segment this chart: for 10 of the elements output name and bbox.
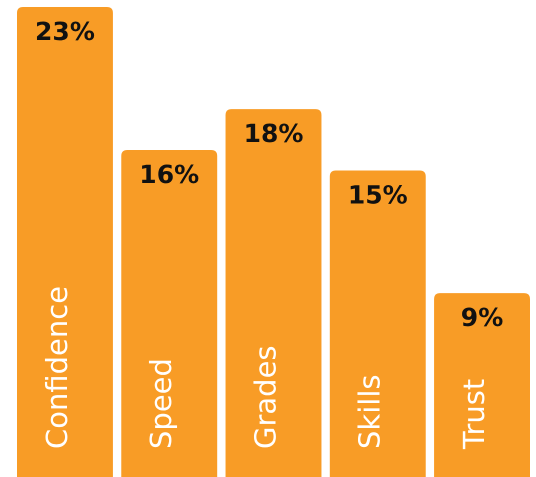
data-label: 23% — [35, 17, 95, 46]
data-label: 15% — [348, 180, 408, 210]
x-tick-label: Grades — [248, 345, 282, 449]
data-label: 18% — [244, 119, 304, 148]
x-tick-label: Trust — [456, 378, 492, 450]
x-tick-label: Speed — [144, 358, 178, 449]
x-tick-label: Skills — [352, 374, 387, 449]
x-tick-label: Confidence — [40, 286, 74, 449]
data-label: 16% — [139, 160, 200, 190]
data-label: 9% — [460, 303, 504, 332]
